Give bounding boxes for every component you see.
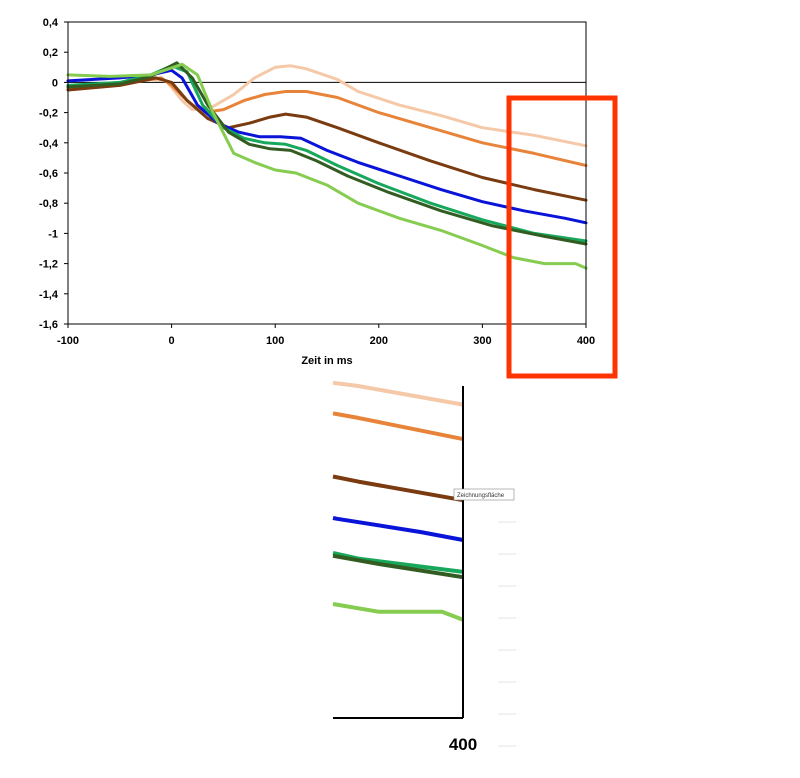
zoom-series-line-blue xyxy=(332,516,464,542)
zoom-series-line-orange xyxy=(332,411,464,442)
highlight-box xyxy=(506,95,618,379)
series-line-blue xyxy=(66,68,588,225)
zoom-series-lines xyxy=(332,380,464,622)
x-tick-label: 100 xyxy=(266,335,284,347)
zoom-x-tick-label: 400 xyxy=(449,735,477,754)
y-tick-label: -0,6 xyxy=(39,168,58,180)
zoom-series-line-lightgreen xyxy=(332,602,464,622)
x-tick-label: 200 xyxy=(370,335,388,347)
x-tick-label: 0 xyxy=(169,335,175,347)
series-lines xyxy=(66,61,588,270)
y-tick-label: -1 xyxy=(48,228,58,240)
y-tick-label: -1,4 xyxy=(39,289,59,301)
y-axis-ticks: 0,4 0,2 0 -0,2 -0,4 -0,6 -0,8 -1 -1,2 -1,4 -1,6 xyxy=(39,17,68,331)
x-tick-label: 400 xyxy=(577,335,595,347)
x-tick-label: -100 xyxy=(57,335,79,347)
y-tick-label: -1,6 xyxy=(39,319,58,331)
series-line-brown xyxy=(66,76,588,202)
y-tick-label: -0,4 xyxy=(39,138,59,150)
zoom-series-line-darkgreen xyxy=(332,553,464,580)
x-tick-label: 300 xyxy=(473,335,491,347)
y-tick-label: 0,2 xyxy=(43,47,58,59)
main-chart: 0,4 0,2 0 -0,2 -0,4 -0,6 -0,8 -1 -1,2 -1,4 -1,6 -1… xyxy=(39,17,595,367)
y-tick-label: -0,2 xyxy=(39,108,58,120)
x-axis-ticks: -100 0 100 200 300 400 xyxy=(57,324,595,347)
y-tick-label: 0,4 xyxy=(43,17,59,29)
y-tick-label: 0 xyxy=(52,77,58,89)
x-axis-label: Zeit in ms xyxy=(301,355,352,367)
y-tick-label: -0,8 xyxy=(39,198,58,210)
tooltip: Zeichnungsfläche xyxy=(453,488,515,501)
plot-frame xyxy=(67,21,587,325)
tooltip-text: Zeichnungsfläche xyxy=(457,493,505,499)
series-line-lightgreen xyxy=(66,62,588,270)
zoom-inset: 400 Zeichnungsfläche xyxy=(332,380,516,754)
zoom-series-line-brown xyxy=(332,474,464,503)
series-line-darkgreen xyxy=(66,61,588,246)
zoom-series-line-green xyxy=(332,550,464,574)
zoom-series-line-peach xyxy=(332,380,464,407)
zoom-faint-ticks xyxy=(498,521,516,747)
y-tick-label: -1,2 xyxy=(39,259,58,271)
